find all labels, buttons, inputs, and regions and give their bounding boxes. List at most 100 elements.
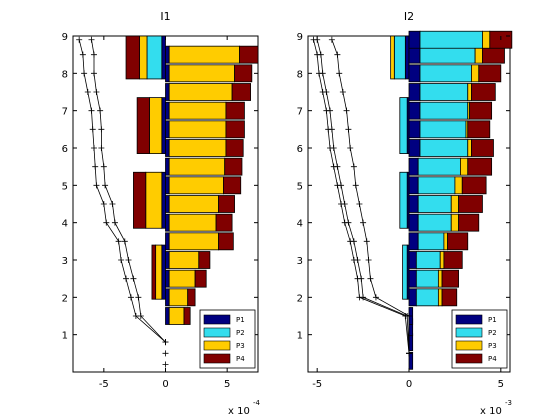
legend-swatch-p2: [455, 327, 483, 338]
line-point-marker: [365, 257, 372, 263]
bar-right-13-p2: [419, 120, 467, 139]
line-point-marker: [352, 182, 359, 189]
bar-right-18-p2: [419, 30, 483, 49]
bar-right-18-p3: [482, 30, 491, 49]
y-tick-label: 1: [62, 331, 68, 342]
bar-right-14-p1: [408, 101, 421, 120]
chart-panel-i2: -5 0 5 1 2 3 4 5 6 7 8 9 I2 x 10-3 P1 P2 P3 P4: [297, 10, 513, 417]
line-point-marker: [339, 89, 346, 95]
bar-right-16-p1: [408, 64, 421, 83]
bar-right-17-p3: [474, 45, 483, 64]
bar-right-3-p1: [165, 251, 170, 269]
chart-panel-i1: -5 0 5 1 2 3 4 5 6 7 8 9 I1 x 10-4 P1 P2 P3 P4: [62, 10, 261, 417]
line-point-marker: [327, 145, 334, 151]
bar-right-17-p1: [408, 45, 421, 64]
y-tick-label: 4: [62, 219, 68, 230]
bar-left-3-p1: [161, 35, 166, 80]
line-point-marker: [347, 145, 354, 151]
bar-right-15-p2: [419, 83, 469, 101]
bar-right-6-p4: [443, 251, 463, 269]
x-tick-label: -5: [312, 379, 322, 390]
line-point-marker: [319, 89, 326, 95]
bar-right-6-p3: [439, 251, 445, 269]
bar-right-16-p3: [471, 64, 480, 83]
bar-left-2-p3: [149, 97, 163, 154]
bar-right-3-p3: [168, 251, 200, 269]
bar-left-3-p3: [139, 35, 148, 80]
line-point-marker: [93, 89, 100, 95]
x-tick-label: 0: [406, 379, 412, 390]
line-point-marker: [343, 107, 350, 114]
legend: P1 P2 P3 P4: [199, 309, 256, 369]
bar-right-2-p1: [165, 269, 170, 288]
bar-right-7-p3: [168, 176, 224, 195]
line-point-marker: [98, 126, 105, 133]
chart-title: I1: [160, 10, 170, 23]
line-point-marker: [356, 294, 363, 301]
bar-right-8-p2: [417, 213, 452, 232]
bar-left-1-p1: [161, 171, 166, 229]
y-tick-label: 6: [297, 144, 303, 155]
y-tick-label: 1: [297, 331, 303, 342]
line-point-marker: [323, 107, 330, 114]
y-tick-label: 9: [297, 32, 303, 43]
line-point-marker: [89, 126, 96, 133]
line-point-marker: [115, 238, 122, 245]
line-point-marker: [347, 238, 354, 245]
bar-right-13-p1: [165, 64, 170, 83]
line-point-marker: [330, 163, 337, 170]
line-point-marker: [84, 89, 91, 95]
line-point-marker: [310, 36, 317, 43]
bar-left-2-p2: [399, 97, 408, 154]
bar-right-9-p4: [225, 139, 244, 157]
bar-right-6-p1: [165, 195, 170, 213]
bar-right-17-p4: [482, 45, 505, 64]
line-point-marker: [90, 51, 97, 58]
bar-right-12-p3: [168, 83, 233, 101]
y-tick-label: 3: [297, 256, 303, 267]
bar-right-9-p1: [165, 139, 170, 157]
bar-right-1-p1: [165, 288, 170, 307]
y-tick-label: 8: [297, 69, 303, 80]
line-point-marker: [76, 36, 83, 43]
line-point-marker: [367, 275, 374, 282]
bar-left-0-p1: [161, 244, 166, 300]
y-tick-label: 2: [62, 293, 68, 304]
legend-label-p1: P1: [236, 316, 245, 324]
bar-right-6-p1: [408, 251, 417, 269]
bar-right-17-p2: [419, 45, 476, 64]
legend-swatch-p4: [203, 353, 231, 364]
legend-swatch-p1: [203, 314, 231, 325]
bar-right-1-p4: [187, 288, 196, 307]
legend-swatch-p2: [203, 327, 231, 338]
line-point-marker: [162, 339, 169, 346]
y-tick-label: 2: [297, 293, 303, 304]
bar-right-7-p4: [447, 232, 469, 251]
line-point-marker: [98, 145, 105, 151]
line-point-marker: [325, 126, 332, 133]
bar-right-10-p3: [454, 176, 463, 195]
bar-left-1-p2: [399, 171, 408, 229]
chart-title: I2: [404, 10, 414, 23]
bar-left-3-p2: [393, 35, 406, 80]
bar-right-13-p4: [234, 64, 253, 83]
axis-exponent-label: x 10: [228, 406, 250, 417]
bar-right-7-p4: [223, 176, 242, 195]
bar-right-15-p1: [408, 83, 421, 101]
bar-right-16-p4: [478, 64, 502, 83]
bar-right-14-p2: [419, 101, 469, 120]
legend: P1 P2 P3 P4: [451, 309, 508, 369]
bar-right-18-p1: [408, 30, 421, 49]
bar-right-8-p4: [224, 157, 243, 176]
line-point-marker: [135, 294, 142, 301]
bar-right-4-p2: [415, 288, 439, 307]
bar-right-11-p3: [460, 157, 469, 176]
zero-marker: [162, 350, 169, 357]
bar-right-4-p4: [441, 288, 458, 307]
bar-right-1-p1: [408, 333, 414, 352]
bar-left-2-p4: [136, 97, 150, 154]
bar-right-5-p2: [415, 269, 439, 288]
line-point-marker: [79, 51, 86, 58]
bar-right-14-p4: [469, 101, 493, 120]
